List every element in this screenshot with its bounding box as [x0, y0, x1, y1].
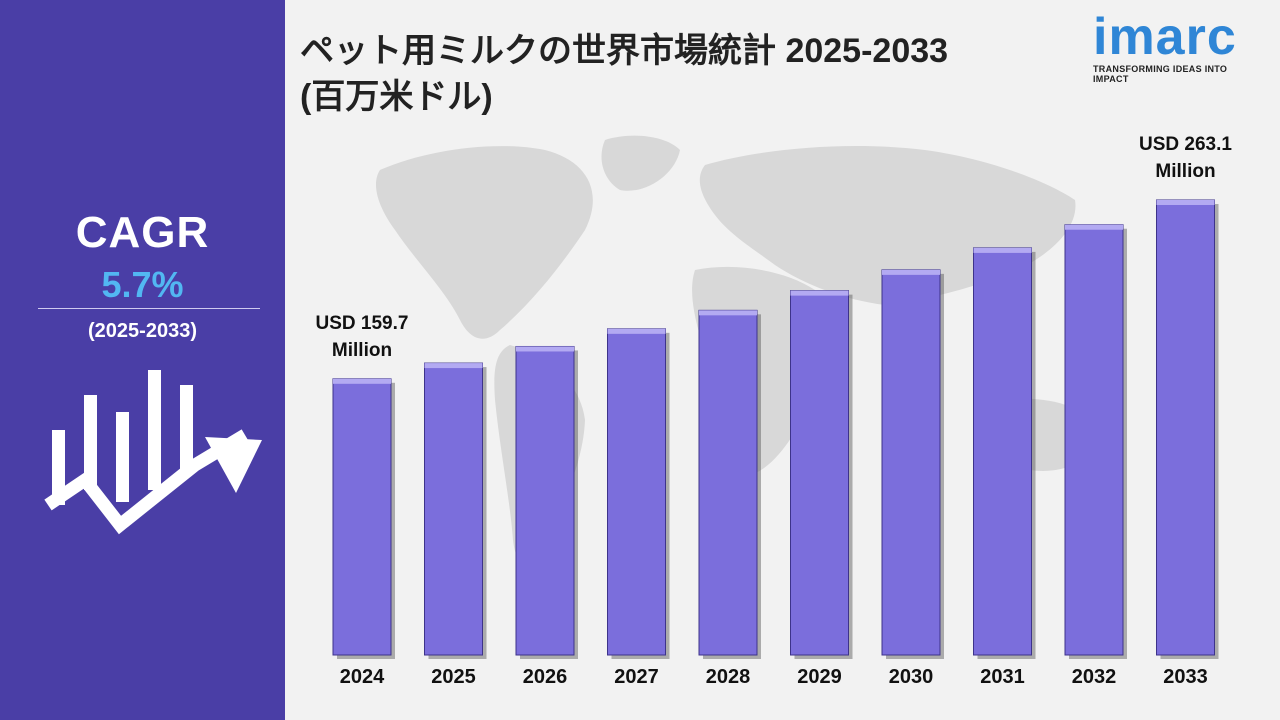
- bar-2025: [424, 362, 483, 656]
- bar-2030: [881, 269, 941, 656]
- cagr-value: 5.7%: [101, 264, 184, 305]
- bar-2026: [515, 345, 575, 656]
- bar-2028: [698, 309, 758, 656]
- x-tick-label: 2029: [797, 666, 842, 688]
- logo-tagline: TRANSFORMING IDEAS INTO IMPACT: [1093, 64, 1228, 84]
- cagr-label: CAGR: [75, 208, 210, 257]
- bar-cap: [973, 247, 1032, 253]
- x-tick-label: 2027: [614, 666, 659, 688]
- x-tick-label: 2028: [706, 666, 751, 688]
- bar-2024: [332, 378, 392, 656]
- bar-cap: [516, 346, 574, 352]
- bar-cap: [424, 363, 483, 369]
- bar-cap: [1065, 224, 1123, 230]
- bar-2029: [790, 290, 849, 656]
- data-label: USD 263.1: [1139, 134, 1232, 155]
- bar-cap: [607, 328, 666, 334]
- x-tick-label: 2024: [340, 666, 385, 688]
- imarc-logo: imarc TRANSFORMING IDEAS INTO IMPACT: [1093, 10, 1263, 84]
- cagr-period: (2025-2033): [88, 320, 197, 342]
- x-tick-label: 2025: [431, 666, 476, 688]
- bar-chart: 2024 2025 2026 2027 2028 2029 2030 2031 2032 2033…: [316, 134, 1233, 688]
- chart-title-line1: ペット用ミルクの世界市場統計 2025-2033: [300, 32, 949, 70]
- bar-2033: [1156, 199, 1215, 656]
- bar-cap: [790, 290, 849, 296]
- chart-title-line2: (百万米ドル): [300, 78, 493, 116]
- x-tick-label: 2032: [1072, 666, 1117, 688]
- logo-wordmark: imarc: [1093, 8, 1237, 66]
- growth-chart-icon: [44, 370, 262, 535]
- data-label: Million: [1155, 161, 1215, 182]
- bar-2027: [607, 328, 666, 656]
- bar-cap: [882, 269, 940, 275]
- bar-2031: [973, 247, 1032, 656]
- bar-2032: [1064, 224, 1124, 656]
- bar-cap: [699, 310, 757, 316]
- x-tick-label: 2026: [523, 666, 568, 688]
- x-tick-label: 2033: [1163, 666, 1208, 688]
- data-label: USD 159.7: [316, 313, 409, 334]
- x-tick-label: 2031: [980, 666, 1025, 688]
- chart-title: ペット用ミルクの世界市場統計 2025-2033 (百万米ドル): [300, 28, 1040, 120]
- sidebar: CAGR 5.7% (2025-2033): [0, 0, 285, 720]
- x-tick-label: 2030: [889, 666, 934, 688]
- bar-cap: [1156, 200, 1215, 205]
- data-label: Million: [332, 340, 392, 361]
- bar-cap: [333, 378, 391, 384]
- divider: [38, 308, 260, 309]
- main-panel: 2024 2025 2026 2027 2028 2029 2030 2031 2032 2033…: [285, 0, 1280, 720]
